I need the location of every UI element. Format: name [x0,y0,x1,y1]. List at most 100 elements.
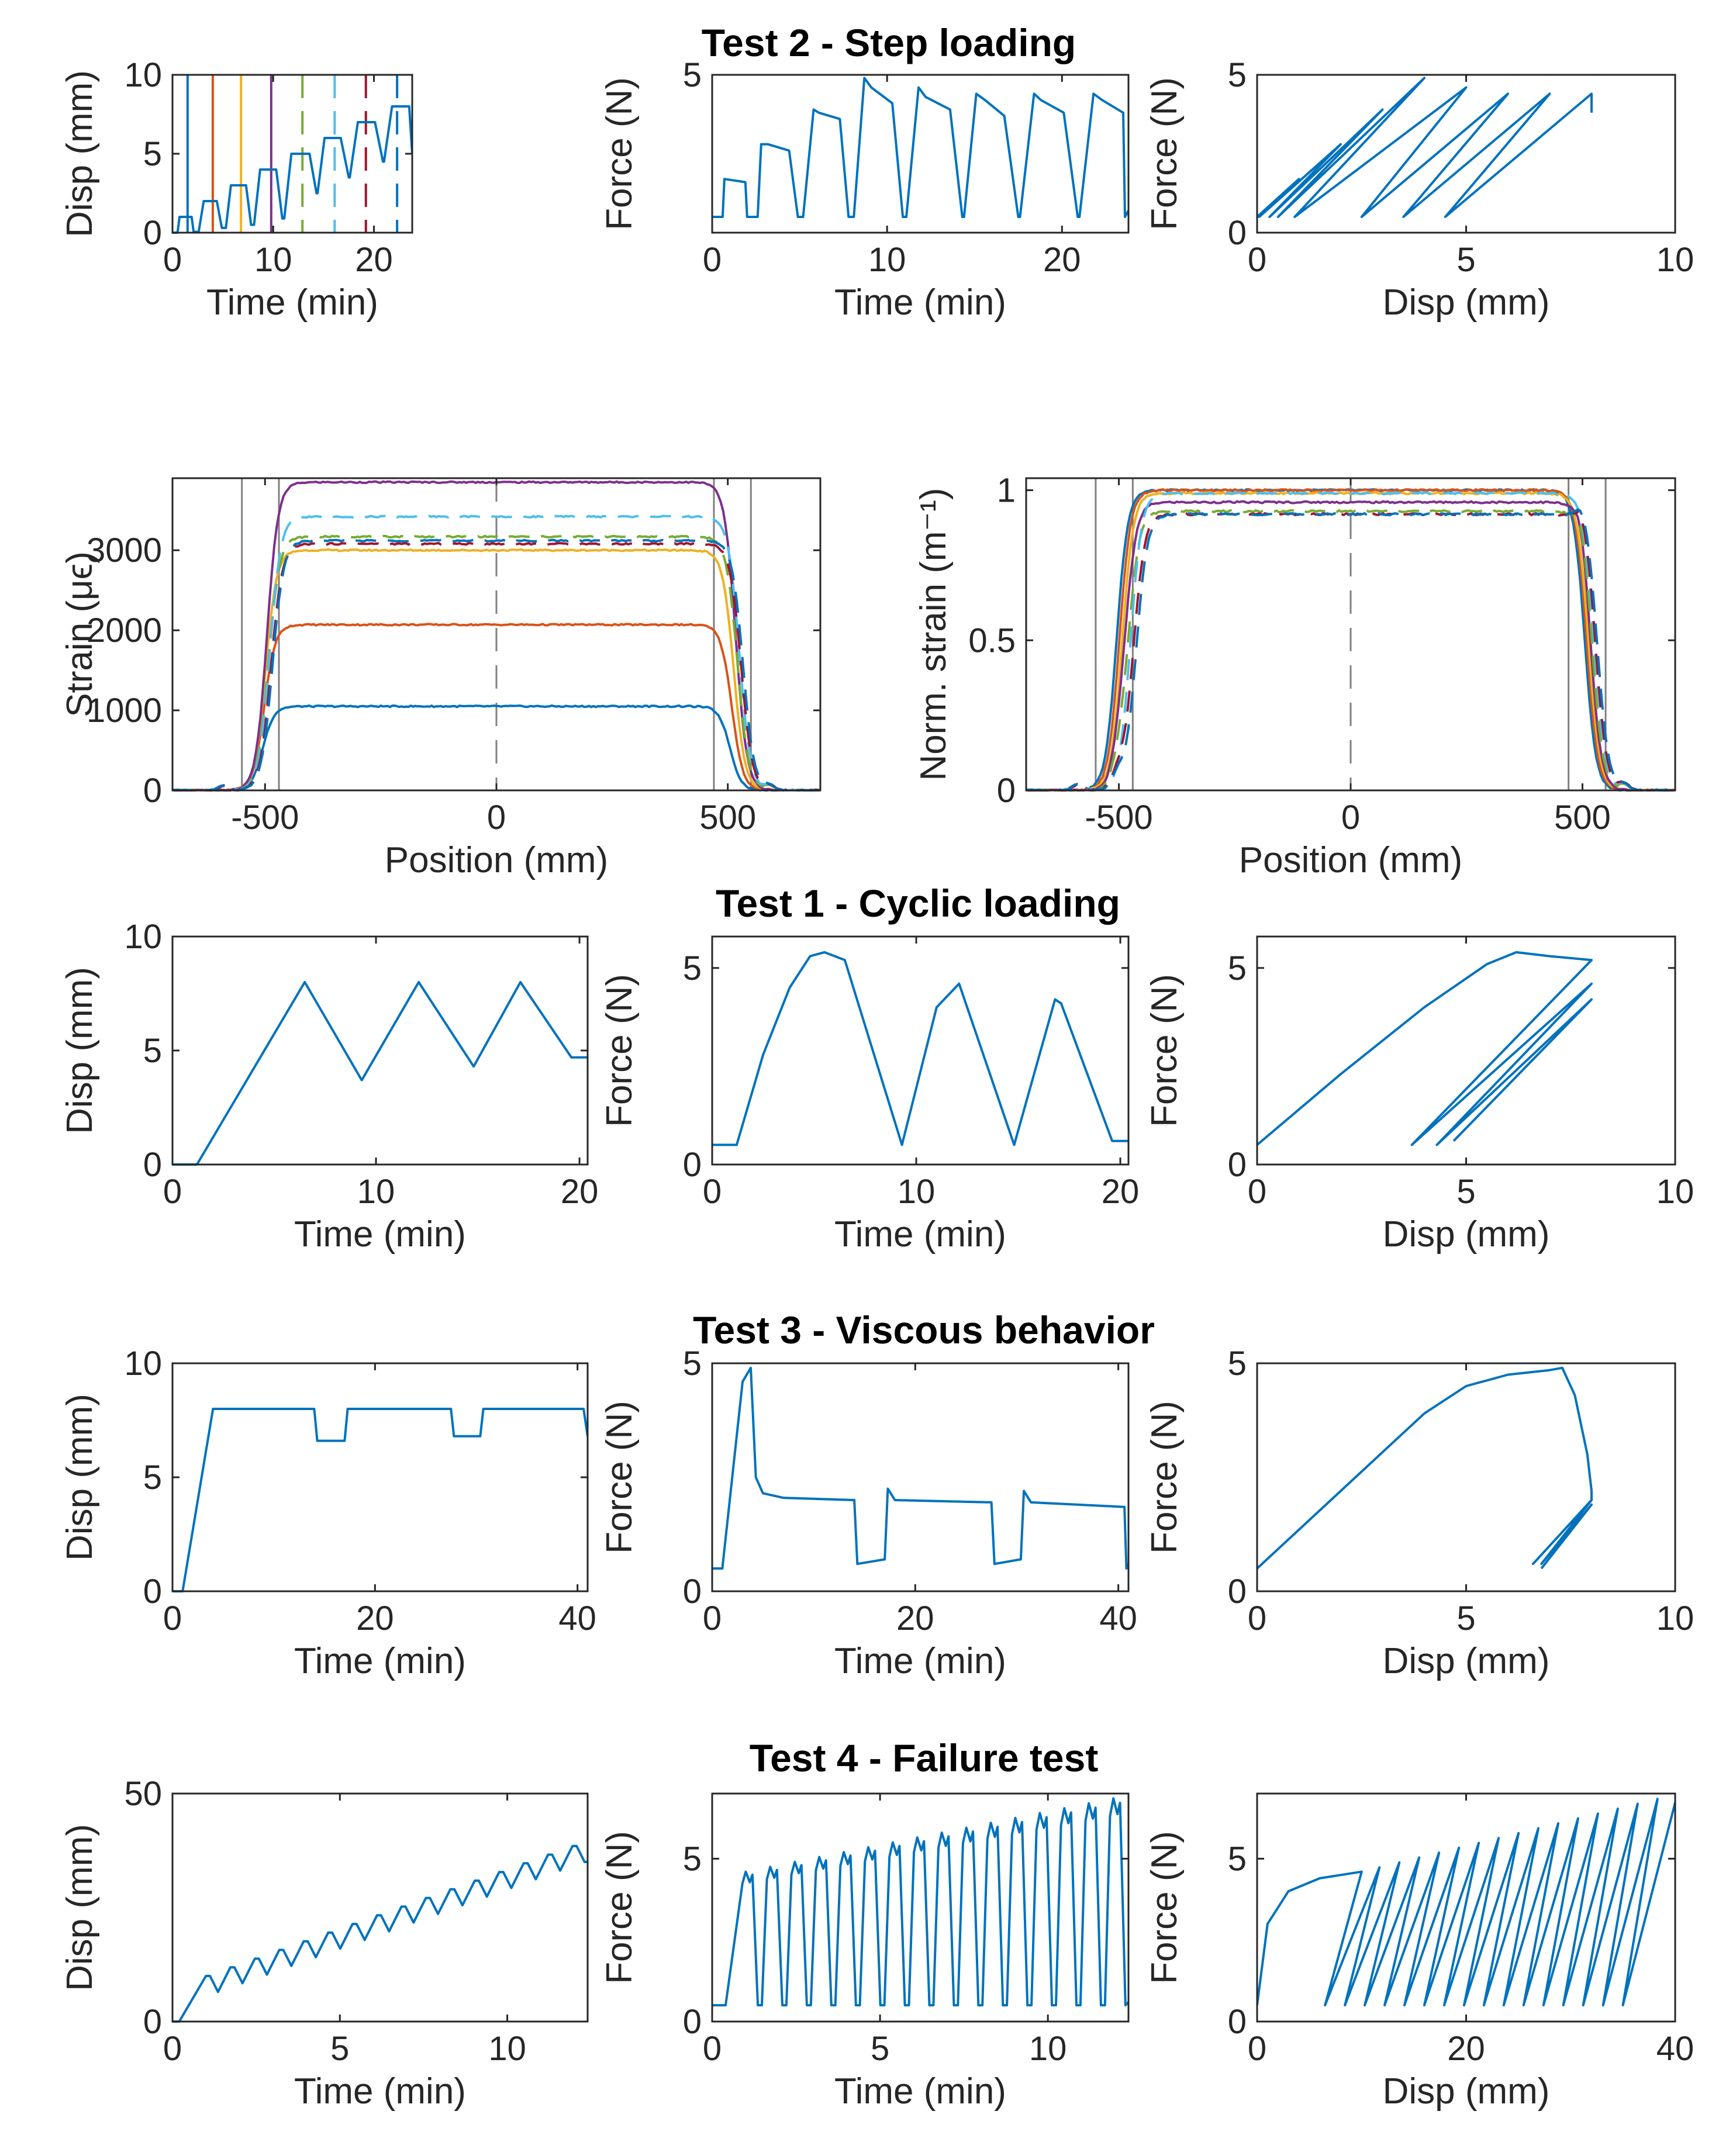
y-axis-label: Strain (μϵ) [60,551,100,717]
plot-marks [172,478,820,792]
y-axis-label: Force (N) [1144,77,1185,230]
series-line [1257,951,1593,1146]
y-tick-label: 5 [143,1459,162,1497]
x-axis-label: Disp (mm) [1383,282,1550,323]
y-axis-label: Force (N) [599,1401,640,1554]
y-tick-label: 5 [143,135,162,173]
y-tick-label: 5 [1228,56,1247,94]
x-tick-label: 20 [1102,1173,1140,1211]
series-line [712,77,1128,218]
x-tick-label: 0 [703,2030,722,2068]
y-tick-label: 5 [683,56,702,94]
plot-frame [711,74,1130,234]
chart-t1-force: 0 10 20 0 5 Time (min) Force (N) [599,935,1140,1255]
x-tick-label: 20 [356,1599,394,1637]
x-tick-label: 0 [1248,1599,1266,1637]
x-tick-label: 0 [703,1173,722,1211]
y-tick-label: 50 [124,1775,162,1813]
strain-profile-line [1026,508,1675,792]
x-tick-label: 40 [558,1599,596,1637]
plot-frame [1256,74,1676,234]
x-tick-label: 5 [1456,1599,1475,1637]
plot-marks [1026,478,1675,792]
plot-marks [1257,1798,1675,2007]
x-tick-label: 0 [703,241,722,279]
x-tick-label: 5 [1456,241,1475,279]
plot-frame [171,1362,589,1592]
plot-marks [172,1844,588,2023]
series-line [172,1844,588,2023]
chart-t4-fd: 0 20 40 0 5 Disp (mm) Force (N) [1144,1792,1694,2112]
y-tick-label: 2000 [87,611,162,649]
y-tick-label: 5 [683,949,702,987]
y-tick-label: 0 [143,772,162,810]
x-tick-label: 20 [355,241,393,279]
strain-profile-line [172,514,820,792]
x-tick-label: 5 [1456,1173,1475,1211]
y-tick-label: 0 [1228,2003,1247,2041]
x-tick-label: -500 [231,799,299,837]
x-axis-label: Time (min) [834,1214,1006,1255]
x-tick-label: 10 [1029,2030,1067,2068]
x-axis-label: Disp (mm) [1383,1641,1550,1681]
series-line [1257,1798,1675,2007]
x-axis-label: Time (min) [206,282,378,323]
chart-t2-force: 0 10 20 5 Time (min) Force (N) [599,56,1130,323]
y-tick-label: 5 [1228,1345,1247,1383]
series-line [1257,1366,1593,1570]
chart-norm-strain: -500 0 500 0 0.5 1 Position (mm) Norm. strain (… [913,472,1676,880]
x-axis-label: Position (mm) [385,840,608,880]
x-axis-label: Disp (mm) [1383,2071,1550,2112]
y-axis-label: Force (N) [599,974,640,1127]
y-tick-label: 0 [1228,1146,1247,1184]
series-line [712,1797,1128,2007]
x-tick-label: 10 [898,1173,936,1211]
plot-marks [1257,77,1593,218]
y-tick-label: 0 [683,1146,702,1184]
plot-marks [172,1408,588,1592]
x-axis-label: Time (min) [834,282,1006,323]
x-tick-label: 40 [1656,2030,1694,2068]
x-tick-label: 500 [1554,799,1611,837]
x-tick-label: 20 [896,1599,934,1637]
series-line [712,951,1128,1146]
title-test2: Test 2 - Step loading [702,21,1076,64]
chart-strain: -500 0 500 0 1000 2000 3000 Position (mm) Strain… [60,477,822,880]
y-axis-label: Force (N) [1144,1831,1185,1984]
plot-marks [712,951,1128,1146]
x-tick-label: 10 [357,1173,395,1211]
x-axis-label: Time (min) [294,2071,466,2112]
series-line [172,105,412,234]
strain-profile-line [1026,500,1675,792]
x-tick-label: 10 [254,241,292,279]
x-tick-label: 10 [868,241,906,279]
x-tick-label: 10 [1656,1599,1694,1637]
strain-profile-line [172,541,820,792]
strain-profile-line [172,538,820,792]
y-tick-label: 0 [143,1146,162,1184]
y-tick-label: 5 [1228,1840,1247,1878]
plot-marks [712,1797,1128,2007]
x-tick-label: 0 [163,241,182,279]
x-tick-label: 0 [703,1599,722,1637]
plot-marks [712,1366,1128,1570]
y-tick-label: 10 [124,918,162,956]
series-line [1257,77,1593,218]
x-tick-label: 0 [163,1599,182,1637]
x-tick-label: 20 [561,1173,599,1211]
y-axis-label: Disp (mm) [60,1394,100,1561]
x-tick-label: 5 [330,2030,349,2068]
y-axis-label: Force (N) [1144,974,1185,1127]
series-line [712,1366,1128,1570]
y-tick-label: 0 [143,2003,162,2041]
plot-marks [712,77,1128,218]
y-tick-label: 0 [143,1573,162,1611]
plot-frame [711,1792,1130,2023]
x-axis-label: Time (min) [834,1641,1006,1681]
x-tick-label: 20 [1447,2030,1485,2068]
y-tick-label: 5 [1228,949,1247,987]
x-tick-label: 5 [871,2030,889,2068]
